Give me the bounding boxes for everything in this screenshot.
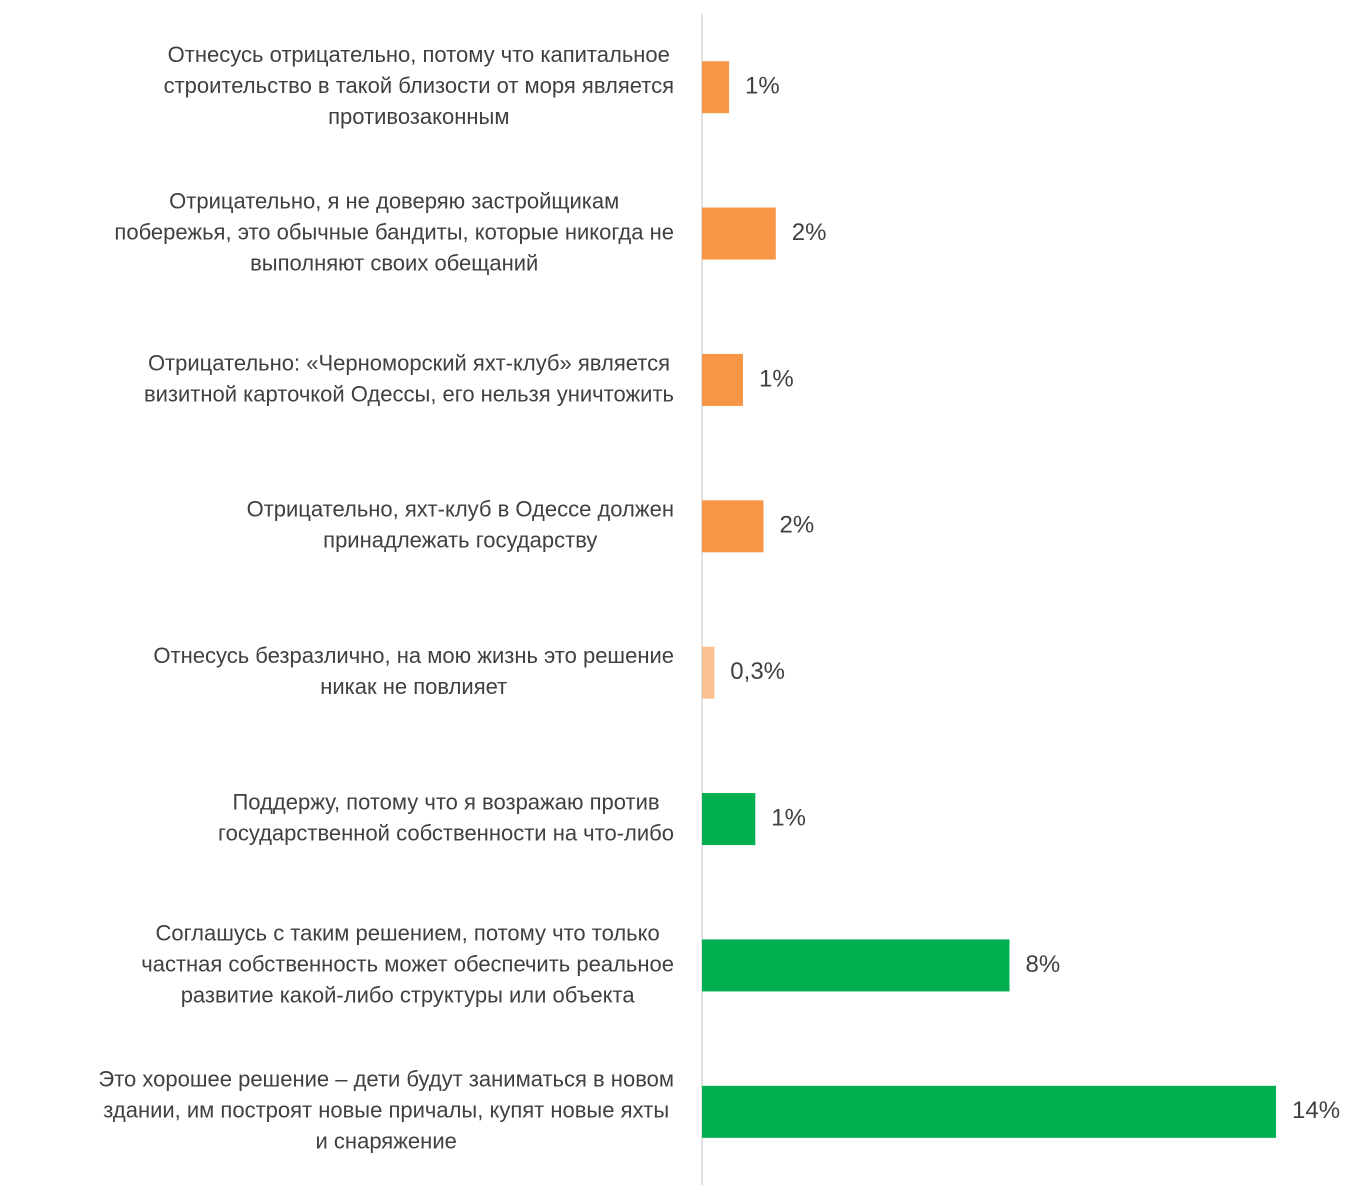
category-label: государственной собственности на что-либ… bbox=[218, 820, 674, 845]
category-label: Отрицательно, я не доверяю застройщикам bbox=[169, 188, 619, 213]
bar bbox=[702, 61, 730, 114]
value-label: 8% bbox=[1026, 951, 1061, 978]
bar bbox=[702, 939, 1010, 992]
value-label: 1% bbox=[771, 804, 806, 831]
category-label: побережья, это обычные бандиты, которые … bbox=[114, 219, 674, 244]
bar bbox=[702, 353, 743, 406]
value-label: 14% bbox=[1292, 1097, 1340, 1124]
category-label: выполняют своих обещаний bbox=[250, 250, 538, 275]
value-label: 2% bbox=[780, 512, 815, 539]
category-label: никак не повлияет bbox=[320, 674, 507, 699]
value-label: 0,3% bbox=[730, 658, 785, 685]
category-label: противозаконным bbox=[328, 104, 509, 129]
bar bbox=[702, 1085, 1276, 1138]
bar bbox=[702, 646, 715, 699]
value-label: 1% bbox=[745, 73, 780, 100]
category-label: развитие какой-либо структуры или объект… bbox=[181, 982, 636, 1007]
category-label: Отрицательно, яхт-клуб в Одессе должен bbox=[247, 497, 674, 522]
bar bbox=[702, 207, 776, 260]
value-label: 1% bbox=[759, 365, 794, 392]
bar bbox=[702, 500, 764, 553]
category-label: визитной карточкой Одессы, его нельзя ун… bbox=[144, 381, 674, 406]
value-label: 2% bbox=[792, 219, 827, 246]
category-label: строительство в такой близости от моря я… bbox=[164, 73, 674, 98]
bar bbox=[702, 793, 756, 846]
category-label: Поддержу, потому что я возражаю против bbox=[232, 789, 659, 814]
category-label: частная собственность может обеспечить р… bbox=[141, 951, 674, 976]
category-label: Это хорошее решение – дети будут занимат… bbox=[98, 1067, 674, 1092]
category-label: и снаряжение bbox=[316, 1129, 457, 1154]
category-label: принадлежать государству bbox=[323, 528, 597, 553]
category-label: Отнесусь безразлично, на мою жизнь это р… bbox=[153, 643, 674, 668]
category-label: Соглашусь с таким решением, потому что т… bbox=[155, 920, 659, 945]
category-label: здании, им построят новые причалы, купят… bbox=[103, 1098, 669, 1123]
category-label: Отнесусь отрицательно, потому что капита… bbox=[168, 42, 670, 67]
category-label: Отрицательно: «Черноморский яхт-клуб» яв… bbox=[148, 350, 670, 375]
